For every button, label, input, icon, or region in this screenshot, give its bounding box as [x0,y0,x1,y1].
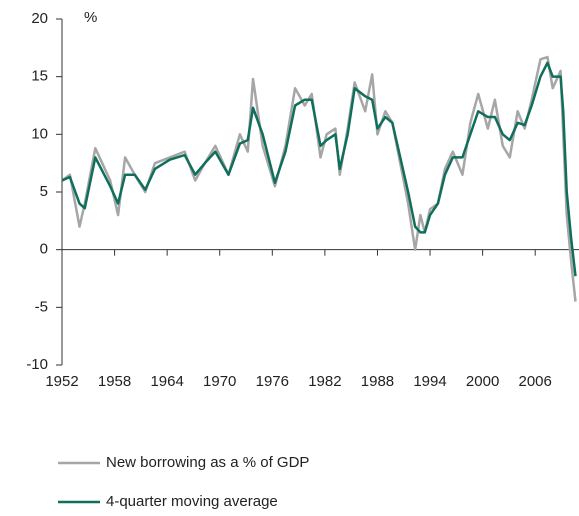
y-tick-label: 5 [40,183,48,200]
y-tick-label: 20 [31,10,48,27]
x-tick-label: 1964 [150,373,183,390]
x-tick-label: 1982 [308,373,341,390]
legend-label: 4-quarter moving average [106,493,278,510]
y-tick-label: -5 [35,298,48,315]
x-tick-label: 1976 [256,373,289,390]
y-tick-label: 15 [31,68,48,85]
x-tick-label: 1958 [98,373,131,390]
series-line [61,61,577,277]
x-tick-label: 1952 [45,373,78,390]
y-tick-label: 0 [40,241,48,258]
y-tick-label: -10 [26,356,48,373]
x-tick-label: 1994 [413,373,446,390]
x-tick-label: 2006 [518,373,551,390]
y-tick-label: 10 [31,125,48,142]
x-tick-label: 1970 [203,373,236,390]
x-tick-label: 1988 [361,373,394,390]
legend-label: New borrowing as a % of GDP [106,454,309,471]
x-tick-label: 2000 [466,373,499,390]
y-unit: % [84,9,97,26]
